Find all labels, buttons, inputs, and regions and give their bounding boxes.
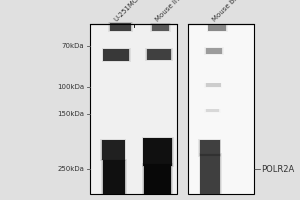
Bar — [150, 23, 171, 32]
Bar — [205, 109, 220, 112]
Bar — [146, 49, 172, 60]
Bar — [206, 48, 222, 54]
Bar — [205, 48, 223, 54]
Bar — [207, 24, 228, 32]
Bar — [144, 164, 171, 194]
Bar — [143, 164, 172, 194]
Bar — [206, 109, 219, 112]
Bar — [205, 83, 221, 87]
Bar — [151, 23, 170, 31]
Text: POLR2A: POLR2A — [261, 164, 294, 173]
Bar — [206, 83, 220, 87]
Bar — [188, 24, 254, 194]
Bar — [200, 140, 220, 156]
Text: 100kDa: 100kDa — [57, 84, 84, 90]
Bar — [145, 48, 173, 61]
Bar — [102, 48, 131, 62]
Bar — [204, 109, 221, 113]
Bar — [103, 49, 129, 61]
Bar — [208, 24, 227, 31]
Bar — [110, 23, 131, 31]
Bar — [102, 140, 124, 160]
Bar — [152, 24, 169, 31]
Bar — [199, 140, 220, 156]
Bar — [101, 140, 125, 160]
Bar — [108, 22, 133, 32]
Text: U-251MG: U-251MG — [112, 0, 140, 23]
Bar — [147, 49, 171, 60]
Bar — [103, 49, 130, 61]
Bar — [103, 160, 125, 194]
Bar — [142, 138, 173, 166]
Bar — [204, 47, 224, 55]
Bar — [102, 160, 126, 194]
Bar — [199, 153, 222, 195]
Bar — [142, 137, 174, 167]
Text: Mouse liver: Mouse liver — [154, 0, 187, 23]
Bar — [109, 22, 132, 31]
Bar — [204, 83, 222, 88]
Bar — [200, 154, 221, 194]
Bar — [100, 139, 126, 161]
Text: Mouse brain: Mouse brain — [212, 0, 246, 23]
Text: 250kDa: 250kDa — [57, 166, 84, 172]
Bar — [143, 138, 172, 166]
Bar — [101, 159, 127, 195]
Bar — [200, 154, 220, 194]
Bar — [142, 163, 173, 195]
Bar — [198, 139, 221, 157]
Text: 70kDa: 70kDa — [61, 43, 84, 49]
Bar — [90, 24, 177, 194]
Text: 150kDa: 150kDa — [57, 111, 84, 117]
Bar — [208, 25, 226, 31]
